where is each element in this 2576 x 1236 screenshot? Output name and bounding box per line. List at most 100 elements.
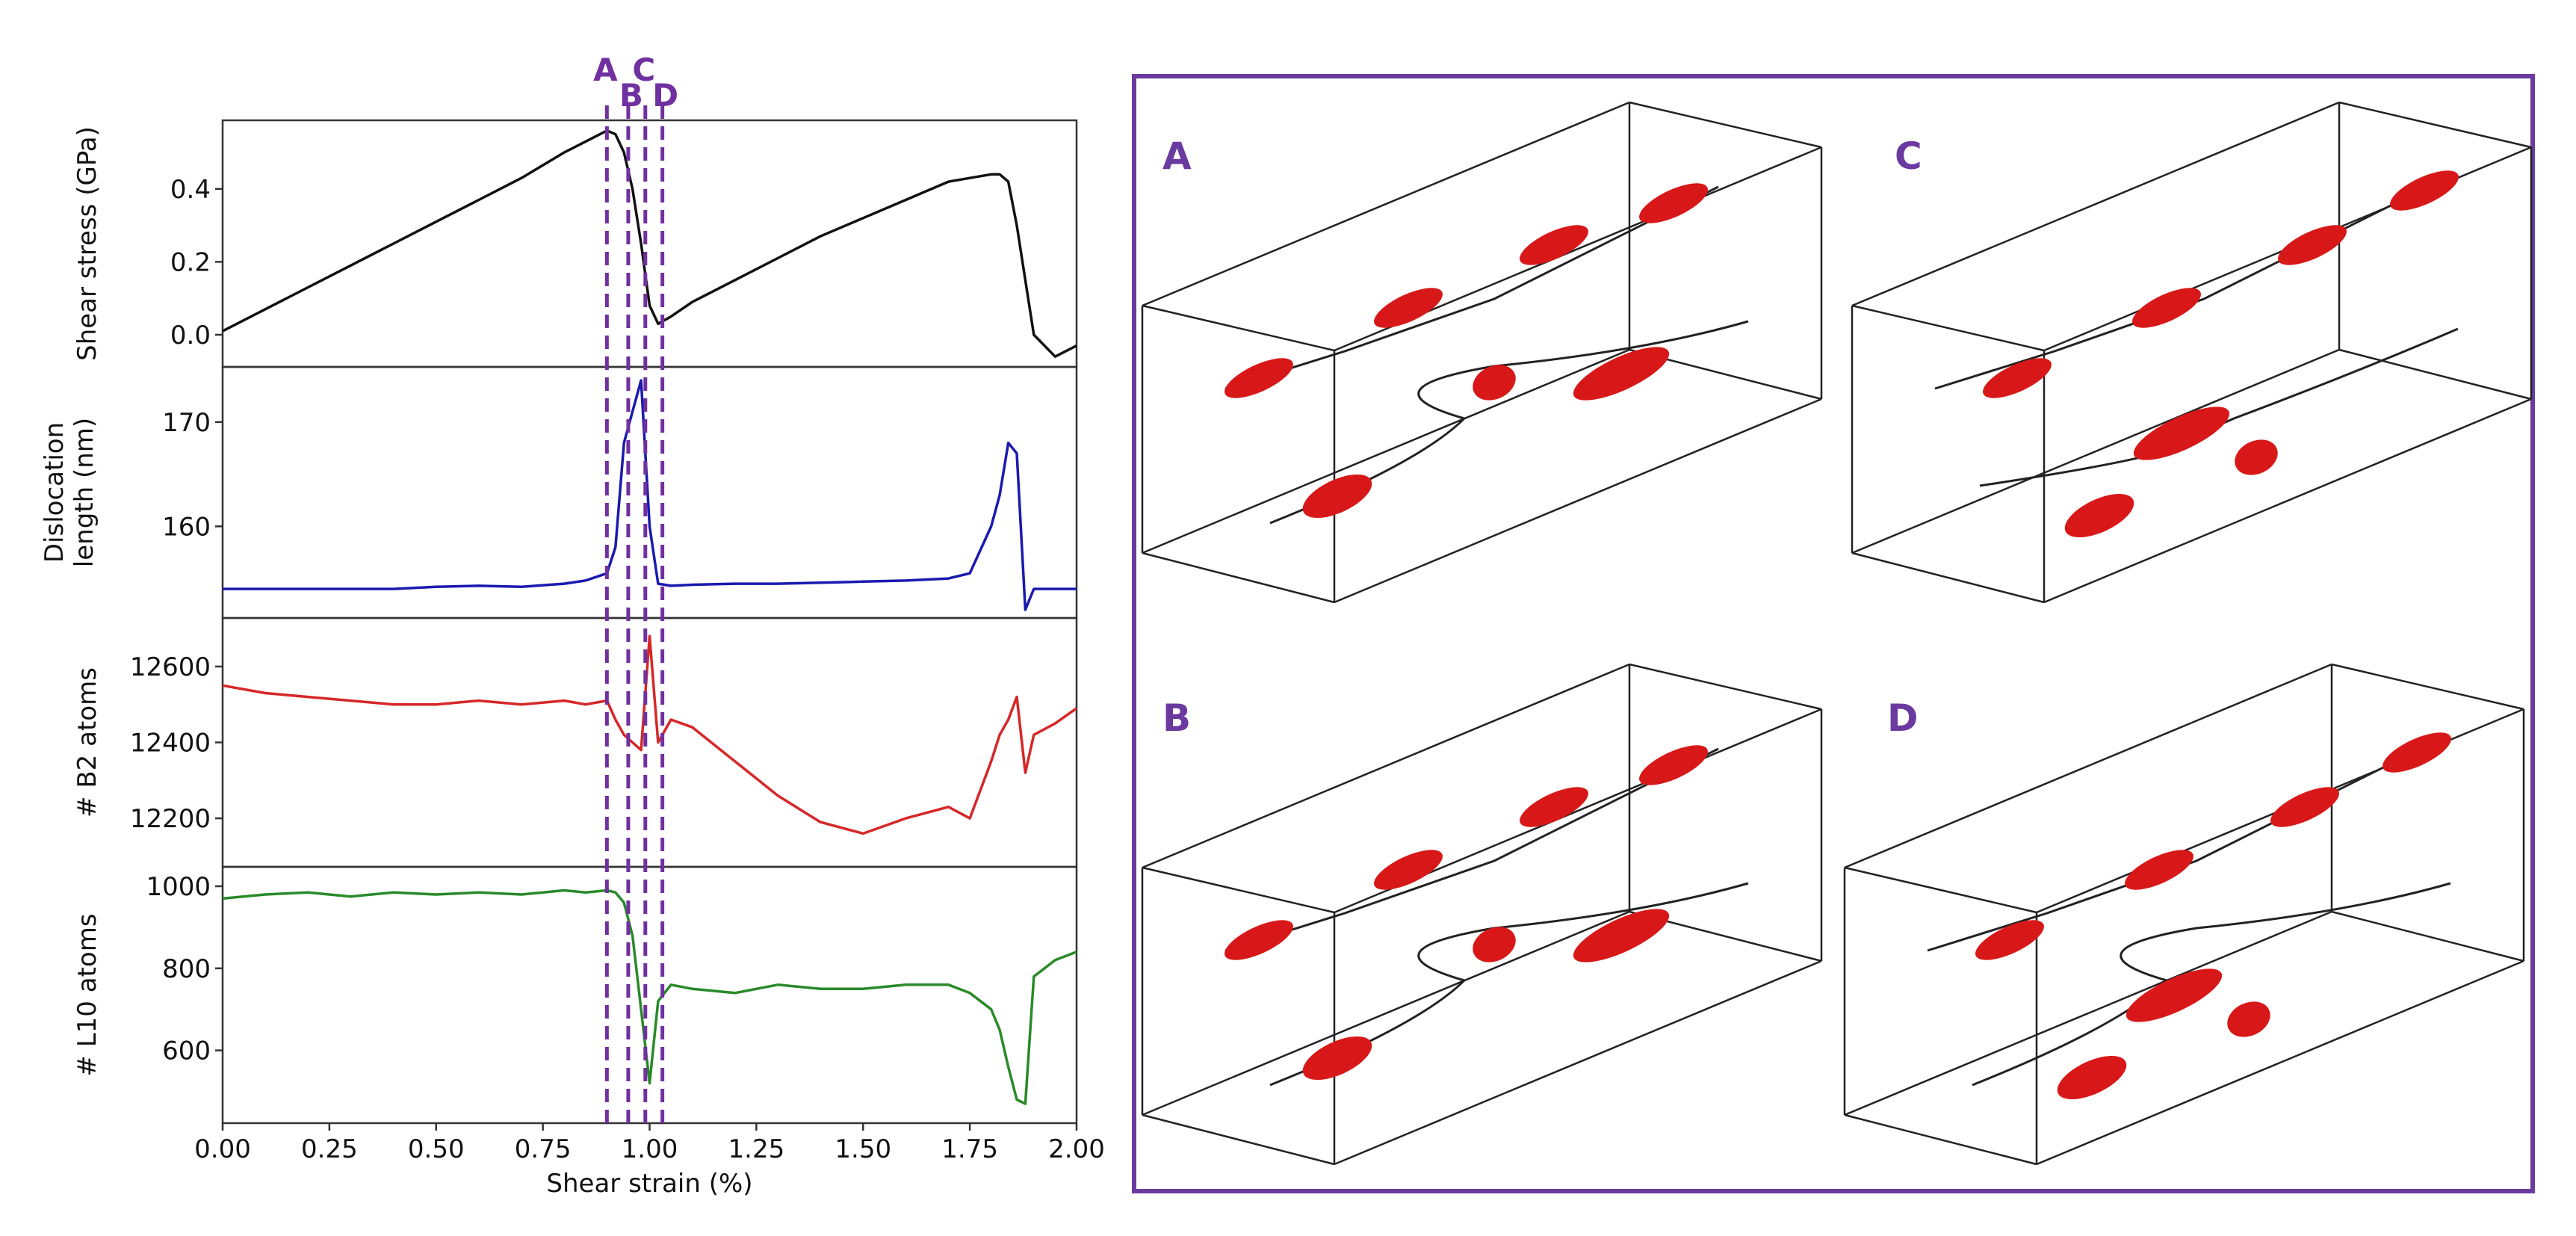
dislocation-line <box>1269 320 1749 525</box>
dislocation-line <box>1269 882 1749 1087</box>
box-edge <box>2036 960 2524 1166</box>
precipitate <box>2125 968 2223 1022</box>
precipitate <box>1573 347 1670 401</box>
y-tick-label: 12600 <box>130 652 211 682</box>
y-axis-label: # B2 atoms <box>72 667 102 818</box>
panel-label: C <box>1895 135 1922 178</box>
box-edge <box>1844 866 2037 914</box>
panel-label: A <box>1162 135 1192 178</box>
precipitate <box>1975 920 2044 960</box>
box-edge <box>2338 101 2532 149</box>
y-axis-label: Dislocation <box>40 422 69 563</box>
y-tick-label: 12400 <box>130 729 211 758</box>
precipitate <box>2057 1055 2127 1100</box>
x-tick-label: 0.00 <box>194 1134 251 1164</box>
data-line <box>222 889 1077 1105</box>
panel-frame <box>221 617 1078 868</box>
precipitate <box>2390 170 2459 211</box>
panel-label: B <box>1162 696 1191 740</box>
box-edge <box>1851 348 2340 554</box>
dislocation-line <box>1934 185 2429 390</box>
box-edge <box>1844 663 2332 869</box>
dislocation-line <box>1972 882 2451 1087</box>
box-edge <box>2338 348 2532 401</box>
panel-label: D <box>1887 696 1919 740</box>
box-edge <box>1851 551 2045 604</box>
snapshot <box>1141 663 1823 1166</box>
data-line <box>223 379 1077 611</box>
x-axis-label: Shear strain (%) <box>546 1169 752 1199</box>
box-edge <box>1844 1113 2037 1166</box>
box-edge <box>1142 551 1335 604</box>
precipitate <box>1473 927 1516 962</box>
strain-marker-label: D <box>652 77 678 114</box>
y-tick-label: 0.4 <box>170 175 211 205</box>
precipitate <box>2270 787 2339 827</box>
x-tick-label: 2.00 <box>1048 1134 1105 1164</box>
snapshot <box>1141 101 1823 604</box>
data-line <box>222 129 1077 358</box>
y-tick-label: 0.2 <box>170 247 211 277</box>
precipitate <box>1224 920 1293 960</box>
precipitate <box>1983 358 2052 398</box>
box-edge <box>1629 101 1822 149</box>
box-edge <box>1142 866 1335 914</box>
precipitate <box>1639 183 1708 223</box>
y-axis-label: # L10 atoms <box>72 913 102 1076</box>
precipitate <box>2064 493 2134 538</box>
strain-marker-label: C <box>632 52 655 88</box>
box-edge <box>1629 663 1822 711</box>
precipitate <box>1374 288 1443 328</box>
y-axis-label: Shear stress (GPa) <box>72 126 102 361</box>
box-edge <box>1142 1113 1335 1166</box>
box-edge <box>2331 910 2524 962</box>
precipitate <box>2235 439 2278 475</box>
y-tick-label: 0.0 <box>170 321 211 350</box>
box-edge <box>1142 910 1630 1116</box>
box-edge <box>1142 304 1335 352</box>
x-tick-label: 0.75 <box>515 1134 572 1164</box>
precipitate <box>2383 732 2451 773</box>
box-edge <box>1142 101 1630 307</box>
box-edge <box>1142 348 1630 554</box>
y-tick-label: 1000 <box>146 872 211 902</box>
box-edge <box>1851 101 2340 307</box>
precipitate <box>2227 1001 2270 1037</box>
dislocation-line <box>1927 747 2421 952</box>
snapshot-frame <box>1132 74 2535 1193</box>
strain-marker-label: A <box>593 52 618 88</box>
precipitate <box>1302 474 1372 519</box>
box-edge <box>1851 304 2045 352</box>
panel-frame <box>221 865 1078 1125</box>
box-edge <box>1334 960 1822 1166</box>
x-tick-label: 0.50 <box>408 1134 465 1164</box>
y-tick-label: 12200 <box>130 804 211 834</box>
snapshot <box>1851 101 2533 604</box>
y-tick-label: 800 <box>162 954 211 984</box>
box-edge <box>1844 910 2332 1116</box>
x-tick-label: 1.75 <box>941 1134 998 1164</box>
precipitate <box>1473 365 1516 401</box>
box-edge <box>1334 398 1822 604</box>
x-tick-label: 1.50 <box>835 1134 891 1164</box>
precipitate <box>1639 745 1708 785</box>
precipitate <box>1520 787 1588 827</box>
x-tick-label: 1.00 <box>622 1134 678 1164</box>
panel-frame <box>221 119 1078 368</box>
strain-marker-label: B <box>619 77 643 114</box>
precipitate <box>1573 909 1670 962</box>
precipitate <box>2133 407 2230 460</box>
precipitate <box>2278 225 2347 265</box>
y-axis-label: length (nm) <box>69 418 99 567</box>
precipitate <box>1374 850 1443 890</box>
box-edge <box>2043 398 2532 604</box>
precipitate <box>1520 225 1588 265</box>
y-tick-label: 160 <box>162 512 211 542</box>
data-line <box>222 634 1078 835</box>
y-tick-label: 170 <box>162 408 211 438</box>
precipitate <box>1302 1036 1372 1081</box>
panel-frame <box>221 365 1078 619</box>
snapshot <box>1843 663 2525 1166</box>
box-edge <box>1142 663 1630 869</box>
